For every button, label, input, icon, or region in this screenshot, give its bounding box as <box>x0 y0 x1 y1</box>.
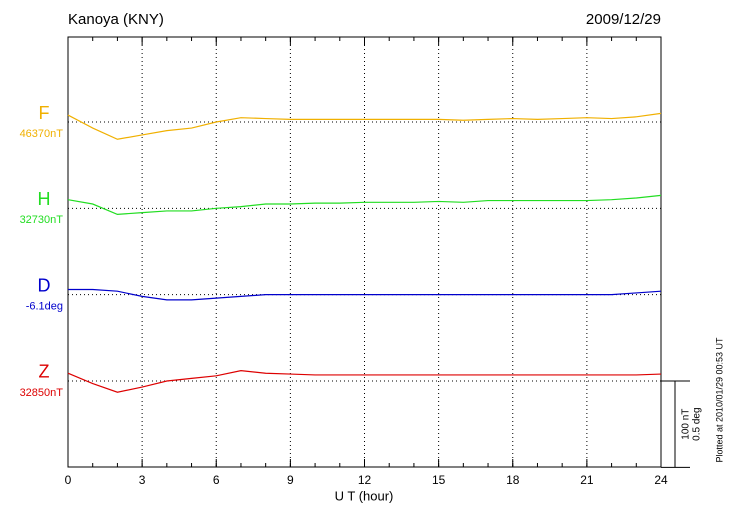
x-tick-label: 21 <box>580 473 594 487</box>
x-tick-label: 3 <box>139 473 146 487</box>
series-name: F <box>39 103 50 123</box>
baseline-label: -6.1deg <box>26 301 63 313</box>
series-name: H <box>38 189 51 209</box>
x-tick-label: 0 <box>65 473 72 487</box>
series-line <box>67 194 662 215</box>
x-tick-label: 6 <box>213 473 220 487</box>
x-tick-label: 24 <box>654 473 668 487</box>
baseline-label: 46370nT <box>20 128 64 140</box>
x-axis-label: U T (hour) <box>335 488 394 503</box>
scale-label: 0.5 deg <box>692 407 703 440</box>
series-name: Z <box>39 362 50 382</box>
series-name: D <box>38 275 51 295</box>
baseline-label: 32850nT <box>20 387 64 399</box>
footnote: Plotted at 2010/01/29 00:53 UT <box>714 337 724 463</box>
series-line <box>67 112 662 140</box>
series-line <box>68 288 662 301</box>
scale-label: 100 nT <box>681 409 692 440</box>
x-tick-label: 15 <box>432 473 446 487</box>
x-tick-label: 18 <box>506 473 520 487</box>
chart-date: 2009/12/29 <box>586 11 661 28</box>
x-tick-label: 9 <box>287 473 294 487</box>
chart-title: Kanoya (KNY) <box>68 11 164 28</box>
x-tick-label: 12 <box>358 473 372 487</box>
series-line <box>67 370 662 393</box>
baseline-label: 32730nT <box>20 214 64 226</box>
